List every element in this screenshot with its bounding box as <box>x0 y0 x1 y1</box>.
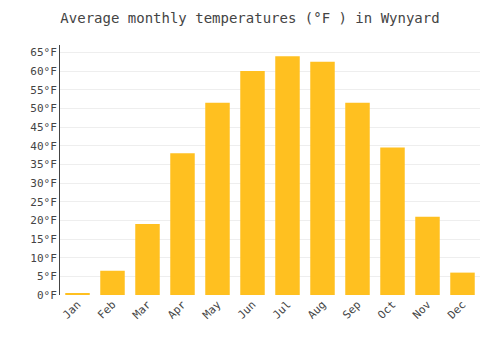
svg-text:25°F: 25°F <box>30 196 57 209</box>
svg-text:30°F: 30°F <box>30 177 57 190</box>
svg-text:40°F: 40°F <box>30 140 57 153</box>
svg-text:10°F: 10°F <box>30 252 57 265</box>
svg-text:May: May <box>200 298 224 322</box>
svg-text:Jul: Jul <box>270 298 293 321</box>
svg-text:Apr: Apr <box>165 298 189 322</box>
svg-text:Average monthly temperatures (: Average monthly temperatures (°F ) in Wy… <box>60 10 439 26</box>
svg-text:Oct: Oct <box>375 298 398 321</box>
svg-text:Feb: Feb <box>95 298 118 321</box>
svg-text:0°F: 0°F <box>37 289 57 302</box>
svg-text:Jan: Jan <box>60 298 83 321</box>
svg-text:Jun: Jun <box>235 298 258 321</box>
svg-text:50°F: 50°F <box>30 102 57 115</box>
svg-text:Dec: Dec <box>445 298 468 321</box>
svg-text:45°F: 45°F <box>30 121 57 134</box>
svg-text:5°F: 5°F <box>37 270 57 283</box>
svg-text:55°F: 55°F <box>30 84 57 97</box>
svg-text:65°F: 65°F <box>30 46 57 59</box>
svg-text:35°F: 35°F <box>30 158 57 171</box>
svg-text:Nov: Nov <box>410 298 434 322</box>
svg-text:Mar: Mar <box>130 298 154 322</box>
svg-text:Aug: Aug <box>305 298 328 321</box>
svg-text:20°F: 20°F <box>30 214 57 227</box>
svg-text:60°F: 60°F <box>30 65 57 78</box>
svg-text:Sep: Sep <box>340 298 363 321</box>
svg-text:15°F: 15°F <box>30 233 57 246</box>
